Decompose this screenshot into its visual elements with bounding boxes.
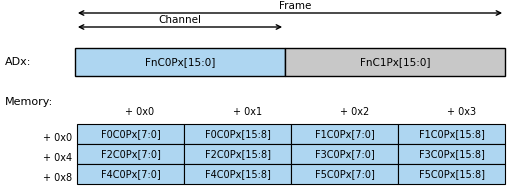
- Text: F5C0Px[7:0]: F5C0Px[7:0]: [315, 169, 375, 179]
- Bar: [75, 48, 285, 76]
- Bar: [285, 48, 505, 76]
- Text: F1C0Px[15:8]: F1C0Px[15:8]: [419, 129, 484, 139]
- Bar: [184, 124, 291, 144]
- Bar: [291, 144, 398, 164]
- Text: + 0x1: + 0x1: [234, 107, 263, 117]
- Text: F2C0Px[7:0]: F2C0Px[7:0]: [101, 149, 160, 159]
- Bar: [398, 144, 505, 164]
- Text: + 0x2: + 0x2: [340, 107, 369, 117]
- Bar: [291, 164, 398, 184]
- Bar: [77, 124, 184, 144]
- Text: + 0x0: + 0x0: [43, 133, 72, 143]
- Text: Channel: Channel: [158, 15, 201, 25]
- Text: Memory:: Memory:: [5, 97, 53, 107]
- Bar: [291, 124, 398, 144]
- Text: F0C0Px[7:0]: F0C0Px[7:0]: [101, 129, 160, 139]
- Text: FnC1Px[15:0]: FnC1Px[15:0]: [360, 57, 430, 67]
- Bar: [77, 144, 184, 164]
- Text: F0C0Px[15:8]: F0C0Px[15:8]: [204, 129, 270, 139]
- Bar: [398, 124, 505, 144]
- Text: F4C0Px[7:0]: F4C0Px[7:0]: [101, 169, 160, 179]
- Text: F2C0Px[15:8]: F2C0Px[15:8]: [204, 149, 270, 159]
- Text: + 0x4: + 0x4: [43, 153, 72, 163]
- Text: + 0x0: + 0x0: [125, 107, 154, 117]
- Text: F3C0Px[15:8]: F3C0Px[15:8]: [419, 149, 484, 159]
- Bar: [184, 164, 291, 184]
- Text: + 0x8: + 0x8: [43, 173, 72, 183]
- Text: F4C0Px[15:8]: F4C0Px[15:8]: [204, 169, 270, 179]
- Bar: [398, 164, 505, 184]
- Bar: [184, 144, 291, 164]
- Text: F1C0Px[7:0]: F1C0Px[7:0]: [315, 129, 375, 139]
- Text: ADx:: ADx:: [5, 57, 31, 67]
- Text: F5C0Px[15:8]: F5C0Px[15:8]: [419, 169, 484, 179]
- Text: F3C0Px[7:0]: F3C0Px[7:0]: [315, 149, 375, 159]
- Bar: [77, 164, 184, 184]
- Text: + 0x3: + 0x3: [448, 107, 477, 117]
- Text: Frame: Frame: [279, 1, 311, 11]
- Text: FnC0Px[15:0]: FnC0Px[15:0]: [145, 57, 215, 67]
